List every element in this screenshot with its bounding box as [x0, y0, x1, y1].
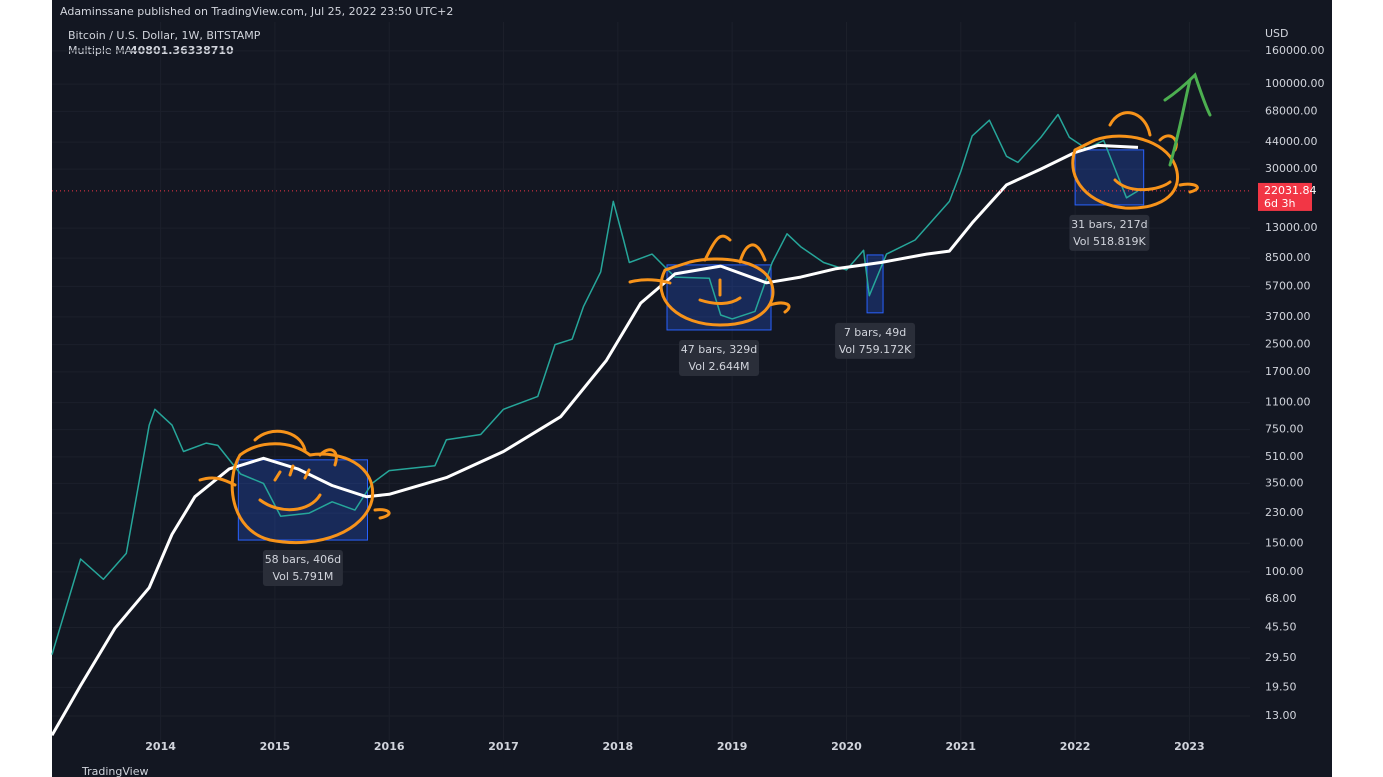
ma-line [50, 143, 1139, 736]
y-tick-label: 45.50 [1265, 621, 1297, 634]
y-tick-label: 350.00 [1265, 476, 1304, 489]
x-tick-label: 2019 [717, 740, 748, 753]
y-tick-label: 1700.00 [1265, 365, 1311, 378]
measure-vol: Vol 518.819K [1073, 235, 1146, 248]
y-tick-label: 230.00 [1265, 506, 1304, 519]
price-line [51, 113, 1139, 655]
measure-bars: 58 bars, 406d [265, 553, 341, 566]
y-unit: USD [1265, 27, 1289, 40]
y-tick-label: 160000.00 [1265, 44, 1325, 57]
y-tick-label: 1100.00 [1265, 396, 1311, 409]
y-tick-label: 5700.00 [1265, 279, 1311, 292]
y-tick-label: 29.50 [1265, 651, 1297, 664]
y-tick-label: 2500.00 [1265, 338, 1311, 351]
x-tick-label: 2018 [603, 740, 634, 753]
measure-box [666, 264, 772, 331]
y-tick-label: 44000.00 [1265, 135, 1318, 148]
price-tag-value: 22031.84 [1264, 184, 1317, 197]
attribution: Adaminssane published on TradingView.com… [60, 5, 453, 18]
doodle [628, 234, 791, 327]
measure-vol: Vol 2.644M [689, 360, 750, 373]
y-tick-label: 510.00 [1265, 450, 1304, 463]
y-tick-label: 13000.00 [1265, 221, 1318, 234]
measure-vol: Vol 759.172K [839, 343, 912, 356]
doodle [1071, 111, 1199, 210]
y-tick-label: 68.00 [1265, 592, 1297, 605]
measure-vol: Vol 5.791M [272, 570, 333, 583]
measure-label-bg [835, 322, 916, 359]
doodle [198, 429, 391, 545]
y-tick-label: 30000.00 [1265, 162, 1318, 175]
footer-logo: TradingView [81, 765, 148, 777]
price-tag-countdown: 6d 3h [1264, 197, 1295, 210]
measure-box [866, 254, 884, 314]
x-tick-label: 2017 [488, 740, 519, 753]
x-tick-label: 2021 [945, 740, 976, 753]
y-tick-label: 3700.00 [1265, 310, 1311, 323]
y-tick-label: 100000.00 [1265, 77, 1325, 90]
measure-label-bg [262, 550, 343, 587]
y-tick-label: 150.00 [1265, 536, 1304, 549]
panel [52, 0, 1332, 777]
measure-label-bg [679, 339, 760, 376]
measure-bars: 47 bars, 329d [681, 343, 757, 356]
measure-bars: 31 bars, 217d [1071, 218, 1147, 231]
symbol-legend: Bitcoin / U.S. Dollar, 1W, BITSTAMP [68, 29, 261, 42]
x-tick-label: 2020 [831, 740, 862, 753]
price-tag [1258, 182, 1312, 211]
x-tick-label: 2023 [1174, 740, 1205, 753]
x-tick-label: 2016 [374, 740, 405, 753]
y-tick-label: 68000.00 [1265, 104, 1318, 117]
doodles [198, 72, 1212, 545]
y-tick-label: 750.00 [1265, 423, 1304, 436]
measure-box [1074, 149, 1145, 206]
y-tick-label: 19.50 [1265, 680, 1297, 693]
arrow-doodle [1163, 72, 1212, 167]
y-tick-label: 8500.00 [1265, 251, 1311, 264]
x-tick-label: 2015 [260, 740, 291, 753]
x-tick-label: 2014 [145, 740, 176, 753]
measure-label-bg [1069, 214, 1150, 251]
measure-bars: 7 bars, 49d [844, 326, 906, 339]
y-tick-label: 13.00 [1265, 709, 1297, 722]
x-tick-label: 2022 [1060, 740, 1091, 753]
y-tick-label: 100.00 [1265, 565, 1304, 578]
